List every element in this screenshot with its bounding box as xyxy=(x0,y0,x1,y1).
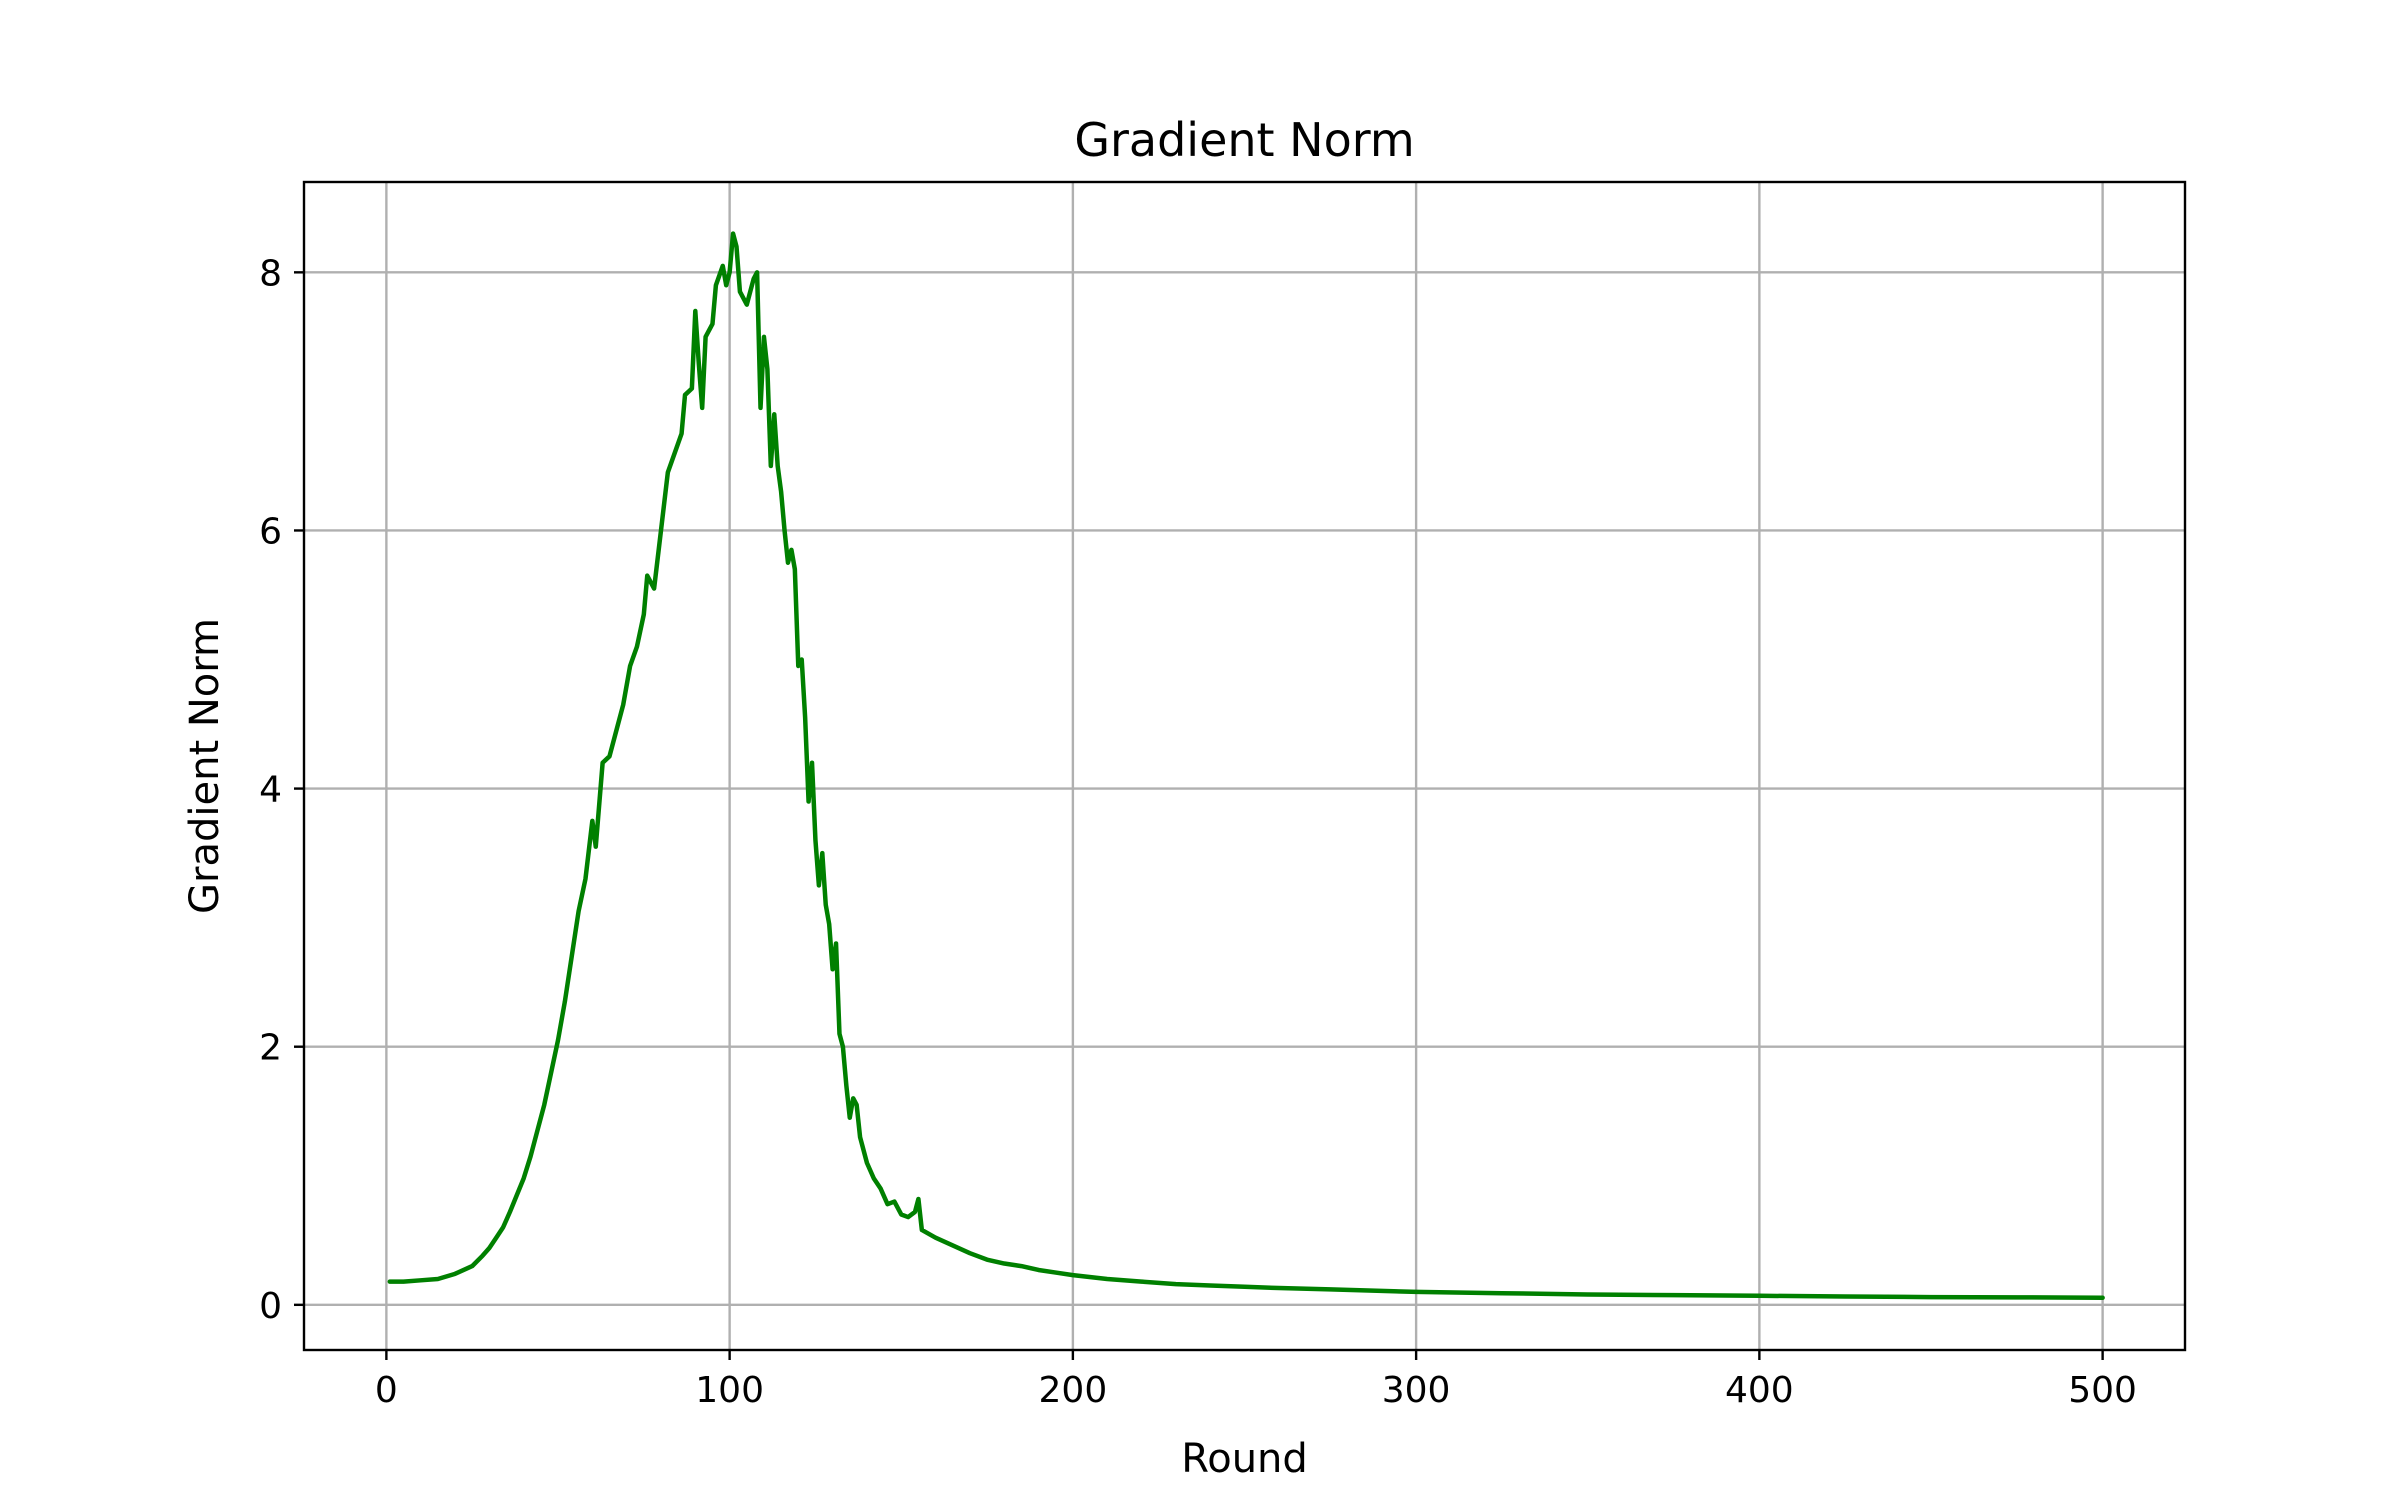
y-tick-label: 4 xyxy=(259,770,282,811)
x-tick-label: 500 xyxy=(2068,1370,2137,1411)
x-tick-label: 0 xyxy=(375,1370,398,1411)
series-line xyxy=(387,231,2105,1300)
y-tick-label: 8 xyxy=(259,253,282,294)
series-layer xyxy=(387,231,2105,1300)
y-axis-label: Gradient Norm xyxy=(182,618,228,914)
x-tick-label: 400 xyxy=(1725,1370,1794,1411)
x-tick-label: 100 xyxy=(695,1370,764,1411)
y-tick-label: 0 xyxy=(259,1286,282,1327)
grid-lines xyxy=(304,182,2185,1350)
y-tick-label: 6 xyxy=(259,511,282,552)
x-tick-label: 300 xyxy=(1382,1370,1451,1411)
x-tick-label: 200 xyxy=(1039,1370,1108,1411)
plot-frame xyxy=(302,180,2187,1352)
x-axis-label: Round xyxy=(1181,1436,1308,1482)
y-tick-label: 2 xyxy=(259,1028,282,1069)
chart-title: Gradient Norm xyxy=(1074,113,1414,167)
axis-ticks: 0 100 200 300 400 500 0 2 4 6 8 xyxy=(259,253,2137,1411)
